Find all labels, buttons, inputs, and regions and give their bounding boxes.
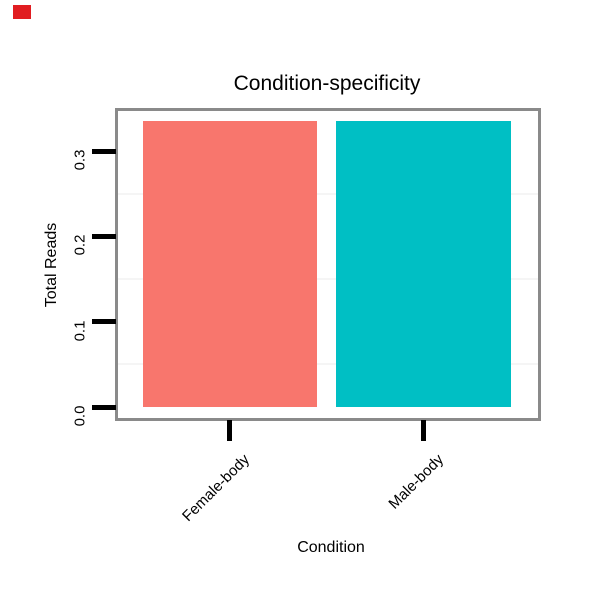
y-tick (92, 148, 116, 154)
x-tick-label: Female-body (179, 451, 254, 525)
y-tick (92, 233, 116, 239)
minor-gridline (118, 278, 538, 281)
x-tick (420, 420, 426, 441)
y-tick (92, 319, 116, 325)
chart-title: Condition-specificity (233, 72, 421, 95)
minor-gridline (118, 363, 538, 366)
minor-gridline (118, 192, 538, 195)
y-tick-label: 0.0 (71, 405, 89, 427)
y-axis-title: Total Reads (43, 222, 60, 308)
x-tick-label: Male-body (385, 451, 448, 513)
red-corner-marker (13, 5, 31, 19)
x-tick (226, 420, 232, 441)
bar-female-body (143, 121, 317, 407)
bar-male-body (336, 121, 511, 407)
y-tick-label: 0.3 (71, 149, 89, 171)
y-tick-label: 0.1 (71, 320, 89, 342)
plot-panel (115, 108, 541, 421)
x-axis-title: Condition (297, 539, 365, 556)
y-tick (92, 404, 116, 410)
y-tick-label: 0.2 (71, 234, 89, 256)
